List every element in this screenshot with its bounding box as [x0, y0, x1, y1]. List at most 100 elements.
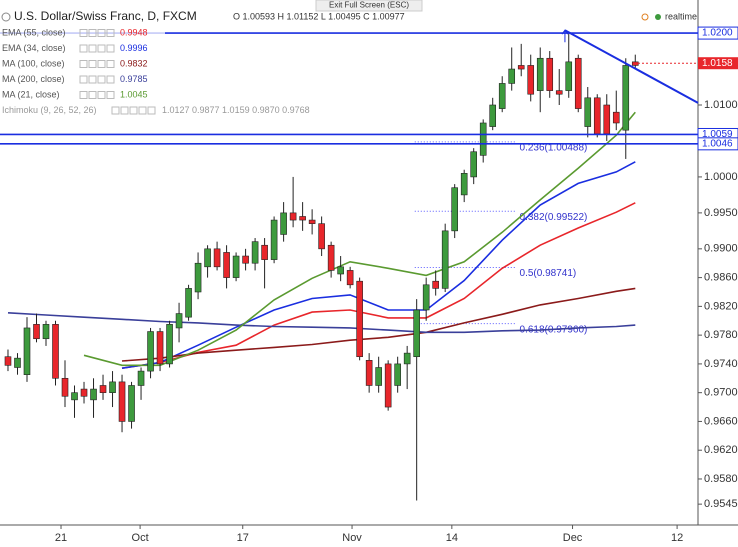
ma-line — [7, 312, 636, 334]
candle-body — [432, 280, 439, 289]
trendline — [564, 29, 699, 104]
legend-bg — [0, 73, 165, 86]
legend-name: MA (200, close) — [2, 74, 65, 84]
candle-body — [90, 388, 97, 401]
y-tick-label: 0.9780 — [704, 329, 738, 341]
candle-body — [251, 241, 259, 264]
legend-icon — [79, 91, 88, 99]
legend-icon — [97, 91, 106, 99]
ma-line — [121, 287, 636, 362]
legend-icon — [79, 29, 88, 37]
legend-icon — [106, 91, 115, 99]
x-tick-label: 12 — [671, 532, 683, 544]
candle-body — [128, 385, 135, 422]
legend-icon — [88, 75, 97, 84]
candle-body — [118, 381, 126, 422]
candle-body — [346, 270, 354, 286]
candle-body — [460, 173, 468, 196]
legend-name: MA (100, close) — [2, 58, 65, 68]
candle-body — [23, 327, 31, 375]
exit-button[interactable] — [315, 0, 423, 12]
fib-label: 0.236(1.00488) — [520, 142, 588, 153]
legend-icon — [79, 44, 88, 53]
candle-body — [555, 90, 563, 95]
legend-name: EMA (55, close) — [2, 27, 66, 37]
candle-body — [403, 352, 411, 365]
candle-body — [584, 97, 592, 127]
candle-body — [451, 187, 458, 232]
candle-body — [261, 244, 268, 260]
y-tick-label: 0.9820 — [704, 300, 738, 312]
y-tick-label: 0.9700 — [704, 387, 738, 399]
indicator-name: Ichimoku (9, 26, 52, 26) — [2, 105, 97, 115]
candle-body — [565, 61, 573, 91]
candle-body — [14, 357, 21, 368]
legend-value: 0.9832 — [120, 58, 148, 68]
y-tick-label: 0.9545 — [704, 498, 738, 510]
candle-body — [99, 385, 107, 393]
legend-value: 0.9996 — [120, 43, 148, 53]
legend-icon — [88, 44, 97, 53]
legend-icon — [120, 106, 129, 115]
x-tick-label: 14 — [446, 532, 458, 544]
candle-body — [213, 248, 221, 268]
candle-body — [622, 65, 630, 131]
candle-body — [517, 65, 525, 70]
legend-icon — [111, 106, 120, 115]
candle-body — [71, 392, 78, 401]
candle-body — [166, 324, 173, 365]
legend-icon — [88, 60, 97, 68]
legend-icon — [106, 44, 115, 53]
candle-body — [223, 252, 230, 278]
candle-body — [527, 65, 535, 95]
indicator-values: 1.0127 0.9877 1.0159 0.9870 0.9768 — [162, 105, 310, 115]
y-tick-label: 0.9950 — [704, 207, 738, 219]
ohlc-values: O 1.00593 H 1.01152 L 1.00495 C 1.00977 — [233, 11, 405, 21]
candle-body — [489, 104, 497, 127]
candle-body — [156, 331, 164, 365]
candle-body — [375, 367, 382, 386]
h-line-price-box — [697, 137, 738, 151]
legend-icon — [97, 29, 106, 37]
candle-body — [204, 248, 211, 268]
candle-body — [593, 97, 601, 135]
legend-bg — [0, 58, 165, 70]
candle-body — [185, 288, 192, 318]
candle-body — [365, 360, 373, 386]
y-tick-label: 0.9900 — [704, 243, 738, 255]
y-tick-label: 1.0100 — [704, 99, 738, 111]
ma-line — [121, 202, 636, 369]
legend-value: 0.9948 — [120, 27, 148, 37]
y-tick-label: 0.9620 — [704, 444, 738, 456]
candle-body — [308, 219, 316, 224]
candle-body — [109, 381, 116, 393]
fib-label: 0.5(0.98741) — [520, 268, 577, 279]
candle-body — [356, 280, 363, 358]
legend-icon — [106, 75, 115, 84]
exit-label: Exit Full Screen (ESC) — [329, 1, 409, 10]
ma-line — [83, 111, 636, 367]
candle-body — [4, 356, 12, 366]
candle-body — [470, 151, 477, 178]
legend-icon — [147, 106, 156, 115]
h-line-price-label: 1.0059 — [702, 129, 733, 140]
arrow-marker — [561, 29, 569, 43]
legend-value: 0.9785 — [120, 74, 148, 84]
legend-bg — [0, 104, 330, 117]
y-tick-label: 0.9580 — [704, 473, 738, 485]
legend-icon — [88, 91, 97, 99]
candle-body — [175, 313, 183, 329]
candle-body — [603, 104, 611, 135]
x-tick-label: 21 — [55, 532, 67, 544]
legend-icon — [106, 29, 115, 37]
alert-icon — [641, 13, 649, 21]
candle-body — [441, 230, 449, 289]
candle-body — [546, 57, 554, 91]
legend-icon — [97, 60, 106, 68]
status: realtime — [665, 11, 697, 21]
legend-icon — [129, 106, 138, 115]
candle-body — [337, 266, 344, 275]
x-tick-label: Oct — [132, 532, 149, 544]
candle-body — [631, 61, 639, 66]
legend-bg — [0, 89, 165, 101]
